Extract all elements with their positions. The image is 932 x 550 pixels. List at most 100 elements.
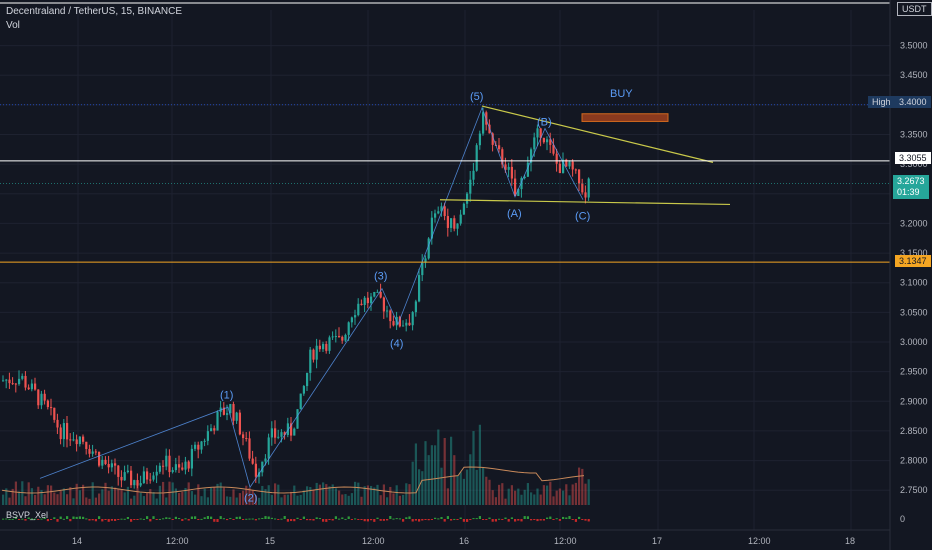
indicator-bar — [488, 517, 491, 519]
indicator-bar — [222, 518, 225, 520]
indicator-bar — [562, 516, 565, 519]
volume-bar — [542, 485, 545, 505]
indicator-bar — [46, 519, 49, 522]
y-tick-label: 3.2000 — [900, 218, 928, 228]
volume-bar — [411, 461, 414, 505]
volume-bar — [133, 495, 136, 505]
indicator-bar — [469, 519, 472, 521]
volume-bar — [8, 497, 11, 505]
indicator-bar — [338, 518, 341, 520]
indicator-bar — [139, 518, 142, 520]
volume-bar — [453, 455, 456, 505]
indicator-bar — [328, 519, 331, 520]
indicator-bar — [542, 519, 545, 521]
volume-bar — [360, 496, 363, 505]
indicator-bar — [238, 516, 241, 519]
y-tick-label: 3.1500 — [900, 248, 928, 258]
indicator-bar — [123, 518, 126, 520]
indicator-bar — [430, 519, 433, 520]
candle-body — [450, 218, 453, 228]
candle-body — [203, 440, 206, 442]
candle-body — [229, 404, 232, 414]
current-price: 3.2673 — [897, 176, 925, 186]
candle-body — [565, 159, 568, 167]
volume-bar — [386, 497, 389, 505]
volume-bar — [251, 490, 254, 505]
candle-body — [536, 128, 539, 138]
trendlines — [439, 105, 731, 206]
indicator-bar — [229, 517, 232, 519]
indicator-bar — [478, 516, 481, 519]
volume-bar — [165, 497, 168, 505]
indicator-bar — [366, 519, 369, 522]
candle-body — [181, 467, 184, 470]
trendline — [439, 199, 731, 206]
volume-bar — [456, 475, 459, 505]
y-tick-label: 3.0500 — [900, 307, 928, 317]
candle-body — [370, 296, 373, 304]
candle-body — [344, 334, 347, 341]
volume-bar — [286, 494, 289, 505]
candle-body — [510, 166, 513, 179]
candle-body — [373, 291, 376, 297]
indicator-bar — [373, 519, 376, 522]
volume-bar — [267, 485, 270, 505]
indicator-bar — [277, 519, 280, 520]
candle-body — [82, 436, 85, 442]
volume-bar — [450, 436, 453, 505]
volume-bar — [152, 491, 155, 505]
indicator-bar — [533, 519, 536, 520]
candle-body — [174, 464, 177, 471]
indicator-bar — [514, 519, 517, 522]
indicator-bar — [206, 516, 209, 519]
volume-bar — [395, 485, 398, 505]
candle-body — [37, 389, 40, 406]
volume-bar — [53, 492, 56, 505]
indicator-bar — [18, 519, 21, 520]
volume-bar — [123, 492, 126, 505]
indicator-bar — [443, 519, 446, 522]
indicator-bar — [130, 519, 133, 522]
candle-body — [27, 387, 30, 390]
indicator-bar — [526, 516, 529, 519]
candle-body — [91, 451, 94, 454]
volume-bars — [1, 424, 590, 505]
indicator-bar — [574, 519, 577, 522]
volume-bar — [78, 490, 81, 505]
volume-bar — [98, 493, 101, 505]
volume-bar — [491, 490, 494, 505]
indicator-bar — [66, 516, 69, 519]
usdt-tag[interactable]: USDT — [897, 2, 932, 16]
volume-bar — [584, 483, 587, 505]
indicator-bar — [283, 516, 286, 519]
volume-bar — [277, 484, 280, 505]
volume-bar — [200, 496, 203, 505]
indicator-bar — [213, 519, 216, 522]
indicator-bar — [270, 517, 273, 519]
y-tick-label: 2.8500 — [900, 426, 928, 436]
volume-bar — [338, 490, 341, 505]
candle-body — [222, 407, 225, 415]
volume-bar — [373, 487, 376, 505]
candle-body — [386, 310, 389, 312]
candle-body — [542, 137, 545, 143]
indicator-bar — [498, 518, 501, 520]
volume-bar — [149, 489, 152, 505]
volume-bar — [136, 482, 139, 505]
indicator-bar — [2, 518, 5, 520]
volume-bar — [107, 490, 110, 505]
volume-bar — [24, 496, 27, 505]
high-price-tag: 3.4000 — [895, 96, 931, 108]
candle-body — [581, 183, 584, 193]
indicator-bar — [536, 519, 539, 522]
indicator-bar — [14, 516, 17, 519]
volume-bar — [357, 482, 360, 505]
indicator-bar — [43, 517, 46, 519]
volume-bar — [27, 482, 30, 505]
indicator-bar — [584, 519, 587, 521]
volume-bar — [558, 488, 561, 505]
indicator-bar — [296, 517, 299, 519]
wave-lines — [39, 106, 584, 489]
candle-body — [267, 437, 270, 459]
